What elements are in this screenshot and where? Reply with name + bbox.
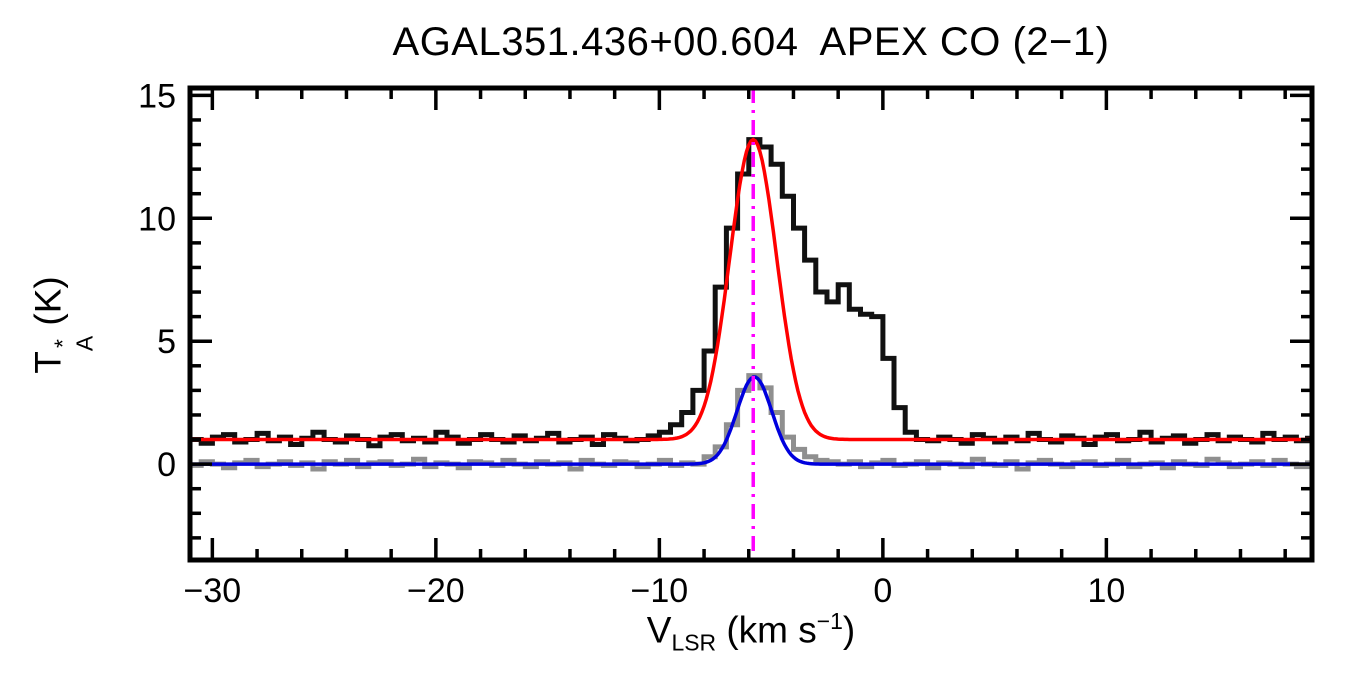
gaussian-fit-main-path — [190, 137, 1312, 442]
x-label-superscript: −1 — [816, 608, 843, 634]
y-label-symbol: T — [27, 351, 69, 374]
y-tick-label: 5 — [157, 323, 176, 361]
x-label-subscript: LSR — [671, 629, 717, 656]
y-tick-label: 10 — [138, 200, 176, 238]
y-axis-label: T * A (K) — [27, 276, 98, 374]
x-axis-label: VLSR (km s−1) — [647, 608, 856, 657]
y-tick-label: 0 — [157, 446, 176, 484]
y-label-scripts: * A — [50, 335, 98, 352]
plot-frame — [187, 85, 1315, 563]
y-label-unit: (K) — [27, 276, 69, 336]
plot-title: AGAL351.436+00.604 APEX CO (2−1) — [392, 20, 1110, 64]
gaussian-fit-offset-path — [190, 375, 1312, 466]
x-label-symbol: V — [646, 609, 672, 651]
x-label-close: ) — [842, 609, 856, 651]
y-tick-label: 15 — [138, 77, 176, 115]
x-tick-label: 0 — [873, 572, 892, 610]
x-label-unit: (km s — [716, 609, 817, 651]
x-tick-label: −30 — [184, 572, 242, 610]
y-label-subscript: A — [71, 335, 98, 352]
x-tick-label: −10 — [631, 572, 689, 610]
x-tick-label: 10 — [1087, 572, 1125, 610]
x-tick-label: −20 — [407, 572, 465, 610]
